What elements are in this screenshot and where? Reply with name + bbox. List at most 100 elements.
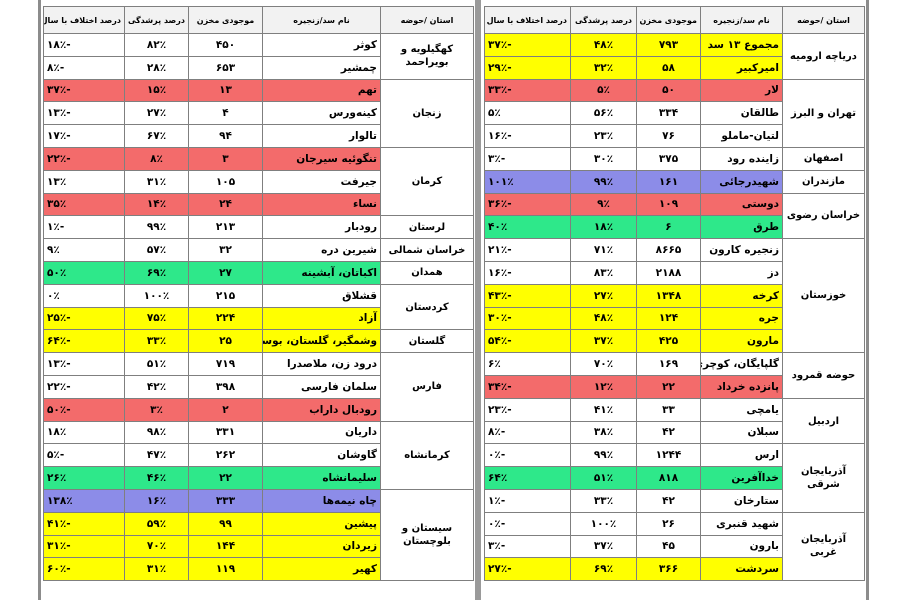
diff-percent-cell: -۲۲٪ [43,374,125,399]
diff-percent-cell: -۱٪ [484,488,571,513]
dam-name-cell: گلپایگان، کوچری [700,352,783,376]
table-row: سلمان فارسی ۳۹۸ ۴۲٪ -۲۲٪ [43,374,474,399]
province-cell: کرمان [380,146,474,217]
fill-percent-cell: ۵۶٪ [570,101,637,126]
storage-cell: ۵۰ [636,78,701,103]
table-row: کهیر ۱۱۹ ۳۱٪ -۶۰٪ [43,557,474,582]
diff-percent-cell: -۱۳٪ [43,352,125,376]
fill-percent-cell: ۲۸٪ [124,55,189,80]
diff-percent-cell: -۱۷٪ [43,124,125,148]
table-row: تهران و البرز لار ۵۰ ۵٪ -۳۳٪ [484,78,865,148]
diff-percent-cell: -۲۲٪ [43,146,125,171]
table-row: اردبیل یامچی ۳۳ ۴۱٪ -۲۳٪ [484,397,865,445]
fill-percent-cell: ۳۱٪ [124,169,189,194]
table-row: لرستان رودبار ۲۱۳ ۹۹٪ -۱٪ [43,215,474,240]
storage-cell: ۶ [636,215,701,240]
fill-percent-cell: ۳۲٪ [570,55,637,80]
table-row: لتیان-ماملو ۷۶ ۲۳٪ -۱۶٪ [484,124,865,148]
fill-percent-cell: ۵۱٪ [570,466,637,490]
table-row: طالقان ۳۳۴ ۵۶٪ ۵٪ [484,101,865,126]
storage-cell: ۲۲۴ [188,306,263,331]
dam-name-cell: دوستی [700,192,783,217]
diff-percent-cell: ۶۴٪ [484,466,571,490]
dam-name-cell: پیشین [262,511,381,536]
diff-percent-cell: -۳۷٪ [43,78,125,103]
dam-name-cell: مجموع ۱۳ سد [700,33,783,57]
dam-name-cell: شیرین دره [262,238,381,262]
storage-cell: ۳۹۸ [188,374,263,399]
fill-percent-cell: ۴۶٪ [124,466,189,490]
table-row: دریاچه ارومیه مجموع ۱۳ سد ۷۹۳ ۴۸٪ -۳۷٪ [484,33,865,80]
storage-cell: ۳۳۴ [636,101,701,126]
header-dam: نام سد/زنجیره [262,6,381,34]
fill-percent-cell: ۸۲٪ [124,33,189,57]
table-row: آذربایجان شرقی ارس ۱۲۴۴ ۹۹٪ -۰٪ [484,443,865,513]
fill-percent-cell: ۷۰٪ [570,352,637,376]
fill-percent-cell: ۴۷٪ [124,443,189,468]
fill-percent-cell: ۹۹٪ [570,169,637,194]
province-cell: حوضه قمرود [782,352,865,399]
fill-percent-cell: ۲۳٪ [570,124,637,148]
diff-percent-cell: -۸٪ [43,55,125,80]
header-diff-last-year: درصد اختلاف با سال قبل [43,6,125,34]
diff-percent-cell: ۱۳۸٪ [43,488,125,513]
dam-name-cell: طرق [700,215,783,240]
table-body: دریاچه ارومیه مجموع ۱۳ سد ۷۹۳ ۴۸٪ -۳۷٪ امیرکب… [484,33,865,582]
storage-cell: ۳ [188,146,263,171]
storage-cell: ۳۷۵ [636,146,701,171]
fill-percent-cell: ۶۹٪ [570,557,637,582]
diff-percent-cell: -۳۳٪ [484,78,571,103]
page-frame-right [866,0,869,600]
table-row: اصفهان زاینده رود ۳۷۵ ۳۰٪ -۳٪ [484,146,865,171]
dam-name-cell: سردشت [700,557,783,582]
province-cell: تهران و البرز [782,78,865,148]
header-fill-percent: درصد پرشدگی [570,6,637,34]
diff-percent-cell: -۳۰٪ [484,306,571,331]
table-row: گاوشان ۲۶۲ ۴۷٪ -۵٪ [43,443,474,468]
province-cell: لرستان [380,215,474,240]
storage-cell: ۲۱۵ [188,283,263,308]
diff-percent-cell: -۶۰٪ [43,557,125,582]
dam-name-cell: زنجیره کارون [700,238,783,262]
storage-cell: ۷۶ [636,124,701,148]
diff-percent-cell: ۹٪ [43,238,125,262]
dam-name-cell: ارس [700,443,783,468]
diff-percent-cell: -۲۷٪ [484,557,571,582]
dam-name-cell: تهم [262,78,381,103]
table-row: امیرکبیر ۵۸ ۳۲٪ -۲۹٪ [484,55,865,80]
fill-percent-cell: ۵۷٪ [124,238,189,262]
page-divider [475,0,481,600]
storage-cell: ۱۰۹ [636,192,701,217]
fill-percent-cell: ۳۷٪ [570,329,637,354]
storage-cell: ۱۲۴۴ [636,443,701,468]
storage-cell: ۷۹۳ [636,33,701,57]
fill-percent-cell: ۹۹٪ [570,443,637,468]
dam-name-cell: وشمگیر، گلستان، بوستان [262,329,381,354]
diff-percent-cell: -۳٪ [484,534,571,559]
fill-percent-cell: ۴۲٪ [124,374,189,399]
storage-cell: ۲۷ [188,260,263,285]
dam-name-cell: کوثر [262,33,381,57]
diff-percent-cell: -۵۰٪ [43,397,125,422]
diff-percent-cell: ۴۰٪ [484,215,571,240]
table-row: زیردان ۱۴۴ ۷۰٪ -۳۱٪ [43,534,474,559]
dam-name-cell: امیرکبیر [700,55,783,80]
storage-cell: ۳۳ [636,397,701,422]
fill-percent-cell: ۷۵٪ [124,306,189,331]
diff-percent-cell: -۰٪ [484,511,571,536]
dam-name-cell: تنگوئیه سیرجان [262,146,381,171]
fill-percent-cell: ۵۹٪ [124,511,189,536]
fill-percent-cell: ۲۷٪ [124,101,189,126]
fill-percent-cell: ۸٪ [124,146,189,171]
fill-percent-cell: ۷۱٪ [570,238,637,262]
dam-name-cell: درود زن، ملاصدرا [262,352,381,376]
province-cell: خراسان رضوی [782,192,865,240]
dam-name-cell: کینه‌ورس [262,101,381,126]
table-row: جیرفت ۱۰۵ ۳۱٪ ۱۳٪ [43,169,474,194]
diff-percent-cell: -۴۳٪ [484,283,571,308]
storage-cell: ۹۴ [188,124,263,148]
province-cell: آذربایجان شرقی [782,443,865,513]
diff-percent-cell: -۲۳٪ [484,397,571,422]
diff-percent-cell: -۳۱٪ [43,534,125,559]
table-row: بارون ۴۵ ۳۷٪ -۳٪ [484,534,865,559]
